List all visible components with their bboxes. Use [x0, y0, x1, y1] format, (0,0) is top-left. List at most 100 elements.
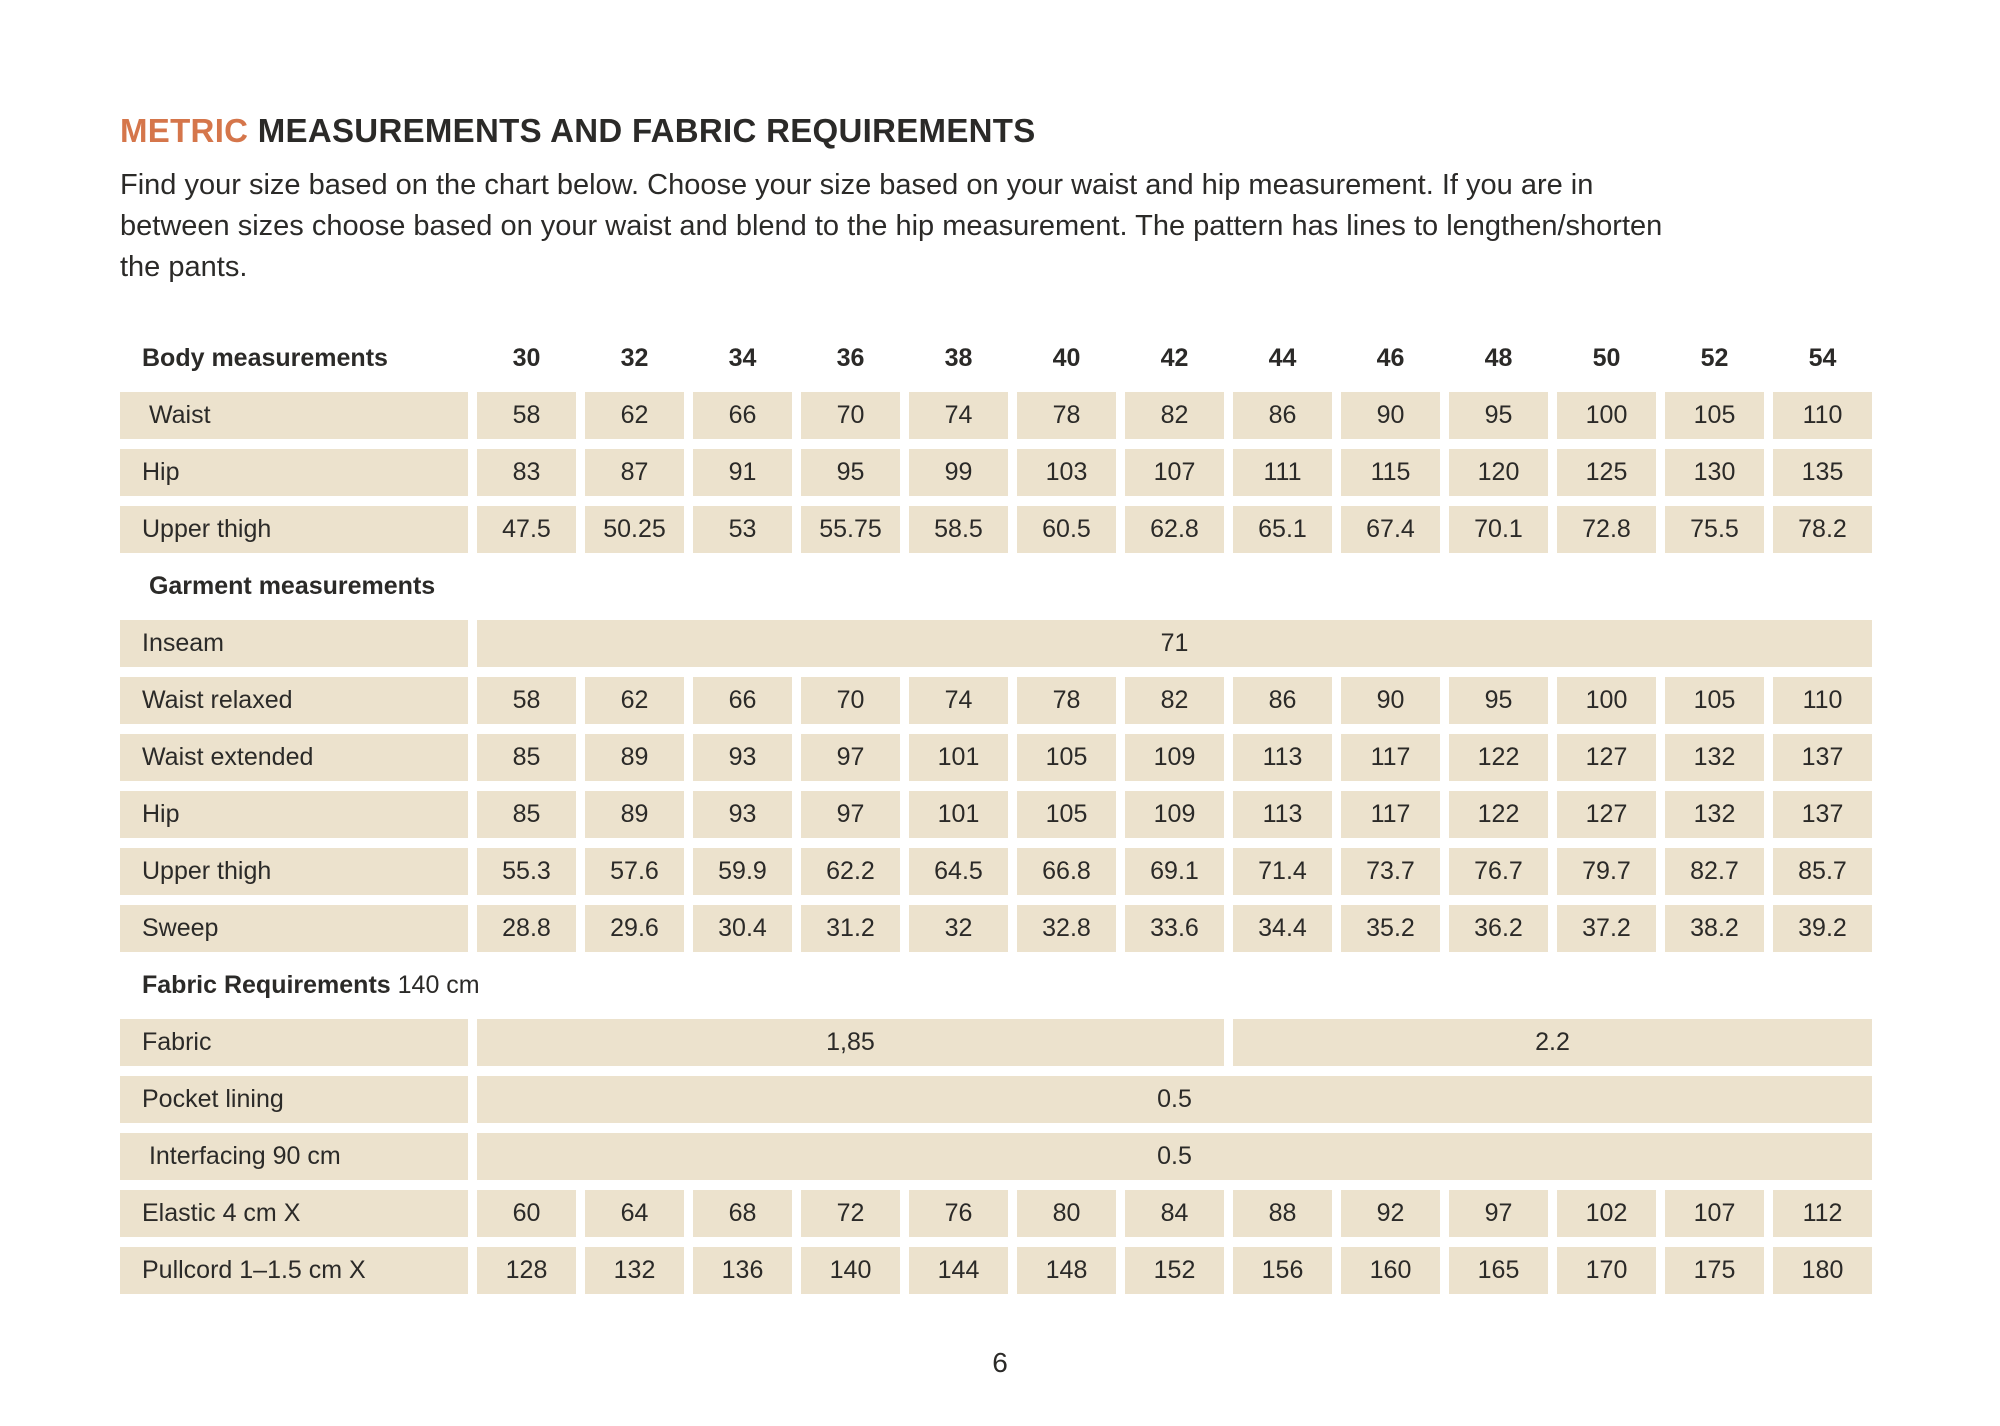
measurement-cell: 32.8: [1017, 905, 1116, 952]
measurement-cell: 120: [1449, 449, 1548, 496]
measurement-cell: 160: [1341, 1247, 1440, 1294]
measurement-cell: 127: [1557, 734, 1656, 781]
measurement-cell: 117: [1341, 791, 1440, 838]
row-label: Elastic 4 cm X: [120, 1190, 468, 1237]
measurement-cell: 76.7: [1449, 848, 1548, 895]
measurement-cell: 34.4: [1233, 905, 1332, 952]
measurement-cell: 78: [1017, 677, 1116, 724]
measurement-cell: 74: [909, 392, 1008, 439]
measurement-span-cell: 71: [477, 620, 1872, 667]
measurement-cell: 30.4: [693, 905, 792, 952]
size-column-header-42: 42: [1160, 344, 1189, 372]
section-header-title: Fabric Requirements: [142, 971, 391, 999]
measurement-cell: 137: [1773, 791, 1872, 838]
intro-line-1: Find your size based on the chart below.…: [120, 169, 1594, 201]
title-accent: METRIC: [120, 112, 249, 149]
measurement-cell: 113: [1233, 791, 1332, 838]
measurement-cell: 70: [801, 392, 900, 439]
measurement-cell: 72.8: [1557, 506, 1656, 553]
measurement-cell: 53: [693, 506, 792, 553]
measurement-cell: 79.7: [1557, 848, 1656, 895]
measurement-span-cell: 0.5: [477, 1133, 1872, 1180]
row-label: Pullcord 1–1.5 cm X: [120, 1247, 468, 1294]
measurement-cell: 60.5: [1017, 506, 1116, 553]
measurement-cell: 71.4: [1233, 848, 1332, 895]
measurement-span-cell: 2.2: [1233, 1019, 1872, 1066]
measurement-cell: 102: [1557, 1190, 1656, 1237]
page-title: METRIC MEASUREMENTS AND FABRIC REQUIREME…: [120, 112, 1880, 150]
measurement-cell: 100: [1557, 392, 1656, 439]
measurement-cell: 59.9: [693, 848, 792, 895]
measurement-cell: 92: [1341, 1190, 1440, 1237]
measurement-cell: 97: [801, 734, 900, 781]
measurement-cell: 64: [585, 1190, 684, 1237]
row-label: Inseam: [120, 620, 468, 667]
column-header-label: Body measurements: [142, 344, 388, 372]
measurement-cell: 67.4: [1341, 506, 1440, 553]
row-label: Hip: [120, 791, 468, 838]
size-column-header-30: 30: [512, 344, 541, 372]
measurement-cell: 85: [477, 791, 576, 838]
size-column-header-54: 54: [1808, 344, 1837, 372]
measurement-cell: 87: [585, 449, 684, 496]
measurement-cell: 95: [801, 449, 900, 496]
measurement-cell: 57.6: [585, 848, 684, 895]
measurement-cell: 107: [1125, 449, 1224, 496]
measurement-cell: 70.1: [1449, 506, 1548, 553]
row-label: Sweep: [120, 905, 468, 952]
measurement-cell: 35.2: [1341, 905, 1440, 952]
measurement-span-cell: 1,85: [477, 1019, 1224, 1066]
measurement-cell: 55.75: [801, 506, 900, 553]
intro-paragraph: Find your size based on the chart below.…: [120, 165, 1880, 288]
intro-line-2: between sizes choose based on your waist…: [120, 210, 1663, 242]
measurement-cell: 29.6: [585, 905, 684, 952]
measurement-cell: 132: [1665, 734, 1764, 781]
measurement-cell: 90: [1341, 392, 1440, 439]
measurement-cell: 80: [1017, 1190, 1116, 1237]
row-label: Pocket lining: [120, 1076, 468, 1123]
measurement-cell: 37.2: [1557, 905, 1656, 952]
size-column-header-50: 50: [1592, 344, 1621, 372]
measurement-cell: 58.5: [909, 506, 1008, 553]
intro-line-3: the pants.: [120, 251, 248, 283]
measurement-cell: 156: [1233, 1247, 1332, 1294]
size-column-header-40: 40: [1052, 344, 1081, 372]
measurement-cell: 103: [1017, 449, 1116, 496]
section-header-garment-measurements: Garment measurements: [120, 563, 1872, 610]
measurement-cell: 115: [1341, 449, 1440, 496]
measurement-cell: 105: [1665, 392, 1764, 439]
measurement-cell: 132: [585, 1247, 684, 1294]
measurement-cell: 111: [1233, 449, 1332, 496]
measurement-cell: 148: [1017, 1247, 1116, 1294]
measurement-cell: 110: [1773, 677, 1872, 724]
measurement-cell: 144: [909, 1247, 1008, 1294]
measurement-cell: 66: [693, 677, 792, 724]
measurement-cell: 85: [477, 734, 576, 781]
measurement-cell: 110: [1773, 392, 1872, 439]
measurement-cell: 31.2: [801, 905, 900, 952]
size-column-header-52: 52: [1700, 344, 1729, 372]
measurement-cell: 76: [909, 1190, 1008, 1237]
measurement-cell: 90: [1341, 677, 1440, 724]
measurement-cell: 38.2: [1665, 905, 1764, 952]
measurement-cell: 175: [1665, 1247, 1764, 1294]
measurement-cell: 89: [585, 734, 684, 781]
measurement-cell: 62: [585, 392, 684, 439]
measurement-cell: 100: [1557, 677, 1656, 724]
section-header-suffix: 140 cm: [390, 971, 480, 999]
size-column-header-48: 48: [1484, 344, 1513, 372]
measurement-cell: 68: [693, 1190, 792, 1237]
measurement-cell: 69.1: [1125, 848, 1224, 895]
measurement-cell: 127: [1557, 791, 1656, 838]
measurement-cell: 75.5: [1665, 506, 1764, 553]
measurement-cell: 112: [1773, 1190, 1872, 1237]
measurement-cell: 88: [1233, 1190, 1332, 1237]
measurement-cell: 62: [585, 677, 684, 724]
measurement-cell: 95: [1449, 677, 1548, 724]
measurement-cell: 28.8: [477, 905, 576, 952]
measurement-cell: 109: [1125, 734, 1224, 781]
measurement-cell: 128: [477, 1247, 576, 1294]
measurement-cell: 97: [1449, 1190, 1548, 1237]
measurement-cell: 36.2: [1449, 905, 1548, 952]
